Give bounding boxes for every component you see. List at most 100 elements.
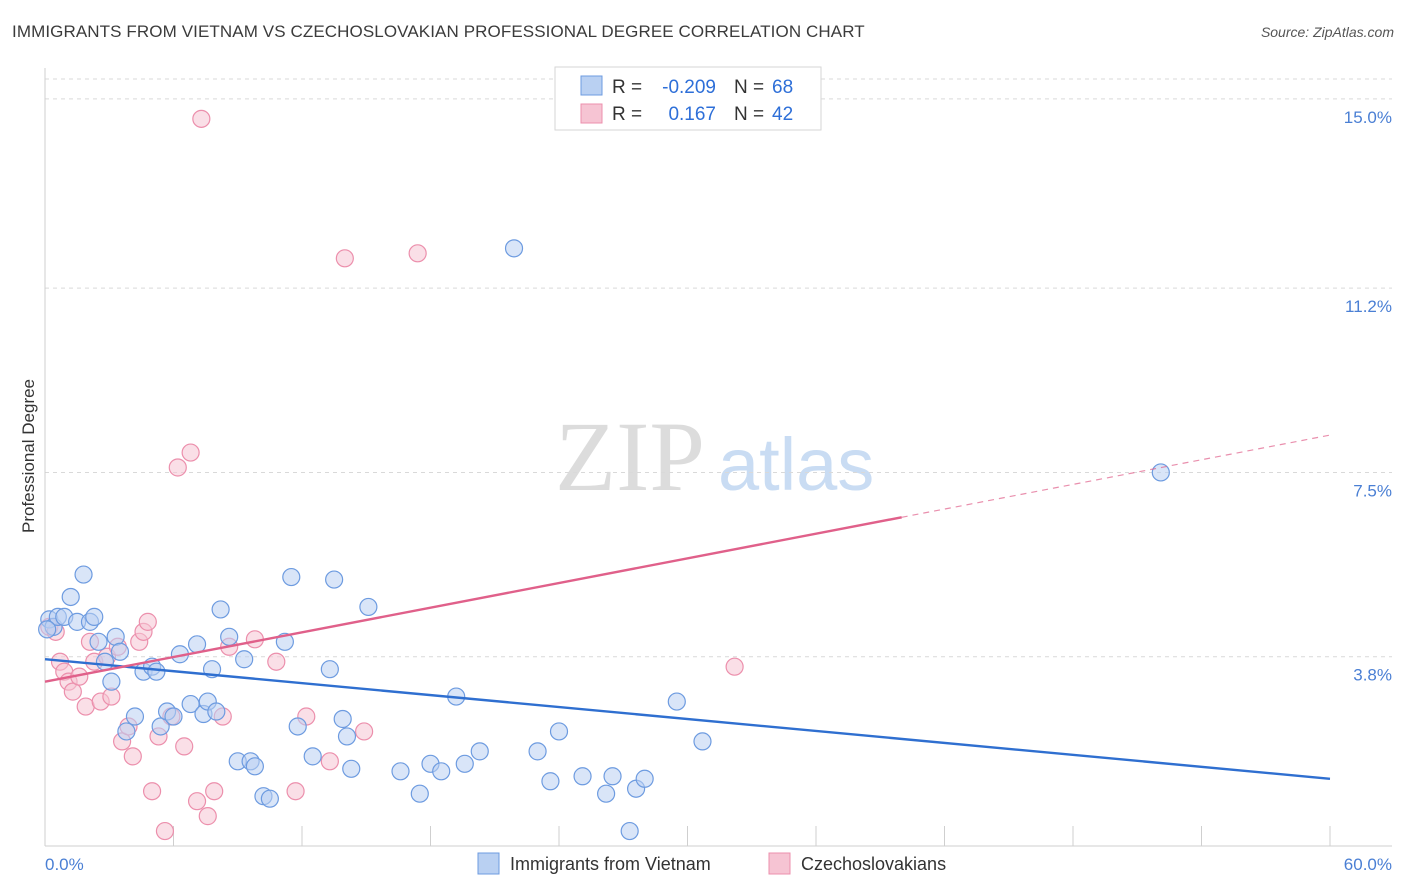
axes <box>44 68 1392 847</box>
data-point-blue <box>342 759 361 778</box>
data-point-blue <box>125 707 145 726</box>
trend-lines <box>44 434 1331 780</box>
x-tick-label-max: 60.0% <box>1344 855 1392 874</box>
data-point-blue <box>603 767 622 786</box>
data-point-blue <box>337 727 357 746</box>
legend-r-label-pink: R = <box>612 104 642 125</box>
y-tick-label: 15.0% <box>1344 108 1392 127</box>
trend-line-blue <box>44 658 1331 780</box>
bottom-legend: Immigrants from Vietnam Czechoslovakians <box>477 852 946 875</box>
data-point-blue <box>117 722 136 741</box>
data-point-blue <box>303 747 322 766</box>
data-point-pink <box>187 792 207 811</box>
data-point-blue <box>245 757 264 776</box>
data-point-blue <box>470 742 489 761</box>
data-point-blue <box>432 762 451 781</box>
bottom-legend-swatch-blue <box>477 852 500 875</box>
data-point-blue <box>549 722 569 741</box>
data-point-blue <box>164 707 183 726</box>
data-point-blue <box>147 662 166 681</box>
y-tick-label: 7.5% <box>1353 481 1392 500</box>
data-point-pink <box>192 109 211 128</box>
data-point-blue <box>528 742 547 761</box>
data-point-blue <box>1151 463 1170 482</box>
data-point-blue <box>288 717 307 736</box>
data-point-pink <box>408 244 427 263</box>
data-point-blue <box>635 769 654 788</box>
legend-n-value-blue: 68 <box>772 77 793 98</box>
data-point-blue <box>207 702 226 721</box>
data-point-blue <box>110 642 130 661</box>
data-point-pink <box>123 747 142 766</box>
data-point-pink <box>168 458 187 477</box>
data-point-pink <box>267 652 286 671</box>
chart-title: IMMIGRANTS FROM VIETNAM VS CZECHOSLOVAKI… <box>12 22 865 41</box>
data-point-pink <box>205 782 224 801</box>
legend-r-label-blue: R = <box>612 77 642 98</box>
data-point-blue <box>38 620 57 639</box>
data-point-pink <box>355 722 374 741</box>
source-credit[interactable]: Source: ZipAtlas.com <box>1260 24 1394 40</box>
data-point-blue <box>620 821 639 841</box>
bottom-legend-label-czechoslovakians: Czechoslovakians <box>801 854 946 874</box>
data-point-blue <box>220 627 239 646</box>
grid-lines <box>45 78 1392 658</box>
y-tick-label: 3.8% <box>1353 666 1392 685</box>
legend-r-value-pink: 0.167 <box>668 104 716 125</box>
x-tick-labels: 0.0% 60.0% <box>45 855 1392 874</box>
watermark-zip: ZIP <box>555 401 705 512</box>
data-point-pink <box>198 807 217 826</box>
data-point-blue <box>260 789 279 808</box>
data-point-pink <box>142 782 162 801</box>
data-point-blue <box>667 692 686 711</box>
y-tick-label: 11.2% <box>1345 297 1392 316</box>
data-point-blue <box>573 767 592 786</box>
legend-box: R = -0.209 N = 68 R = 0.167 N = 42 <box>554 66 822 131</box>
data-point-pink <box>320 752 339 771</box>
data-point-blue <box>504 239 524 258</box>
legend-r-value-blue: -0.209 <box>662 77 716 98</box>
data-point-blue <box>359 597 378 617</box>
data-point-pink <box>155 821 175 841</box>
data-point-pink <box>725 657 744 676</box>
data-point-blue <box>333 709 352 729</box>
bottom-legend-label-vietnam: Immigrants from Vietnam <box>510 854 711 874</box>
data-point-blue <box>74 565 93 584</box>
series-vietnam-points <box>38 239 1170 841</box>
legend-n-label-blue: N = <box>734 77 764 98</box>
data-point-blue <box>61 587 80 607</box>
legend-n-label-pink: N = <box>734 104 764 125</box>
data-point-blue <box>455 754 474 773</box>
data-point-blue <box>235 650 254 669</box>
legend-swatch-pink <box>580 103 603 124</box>
data-point-blue <box>106 627 125 646</box>
x-tick-label-min: 0.0% <box>45 855 84 874</box>
data-point-pink <box>181 443 200 462</box>
data-point-blue <box>282 567 301 587</box>
data-point-blue <box>410 784 429 803</box>
data-point-blue <box>597 784 616 803</box>
data-point-blue <box>95 652 115 671</box>
data-point-pink <box>335 249 354 268</box>
data-point-blue <box>89 632 108 651</box>
bottom-legend-swatch-pink <box>768 852 791 875</box>
data-point-blue <box>320 660 339 679</box>
data-point-blue <box>211 600 230 619</box>
data-point-blue <box>102 672 121 691</box>
y-tick-labels: 3.8% 7.5% 11.2% 15.0% <box>1344 108 1392 685</box>
data-point-pink <box>138 612 157 631</box>
data-point-pink <box>175 737 194 756</box>
data-point-blue <box>85 607 104 626</box>
trend-line-pink <box>44 516 902 683</box>
data-point-pink <box>286 782 305 801</box>
legend-n-value-pink: 42 <box>772 104 793 125</box>
data-point-blue <box>693 732 712 751</box>
data-point-blue <box>325 570 344 589</box>
y-axis-label: Professional Degree <box>19 379 38 533</box>
watermark-atlas: atlas <box>718 423 874 506</box>
data-point-blue <box>541 772 560 791</box>
trend-line-extension-pink <box>901 434 1331 518</box>
legend-swatch-blue <box>580 75 603 96</box>
data-point-blue <box>391 762 410 781</box>
